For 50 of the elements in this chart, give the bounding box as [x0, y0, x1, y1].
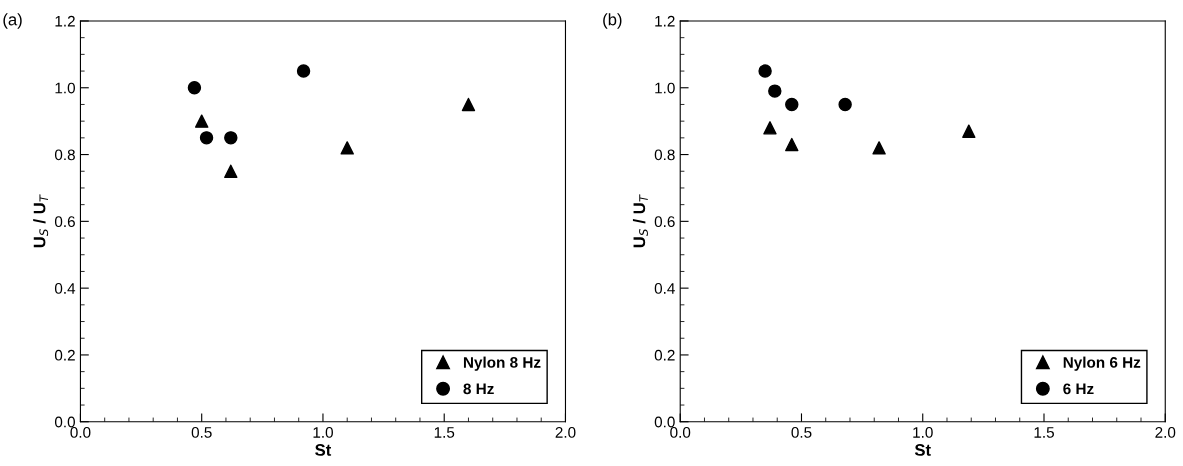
x-tick-label: 0.0	[70, 426, 91, 438]
point	[763, 121, 777, 135]
point	[224, 131, 238, 145]
y-tick-label: 0.2	[654, 349, 675, 361]
y-tick-label: 1.0	[55, 82, 75, 94]
x-tick-label: 0.0	[670, 426, 691, 438]
y-tick-label: 0.4	[654, 283, 675, 294]
point	[768, 84, 782, 98]
x-tick-label: 1.0	[313, 426, 333, 438]
y-tick-label: 0.2	[54, 349, 75, 361]
point	[785, 137, 799, 152]
y-tick-label: 0.8	[654, 149, 675, 161]
y-tick-label: 0.6	[54, 216, 75, 228]
y-tick-label: 0.8	[54, 149, 75, 161]
point	[199, 131, 214, 145]
x-tick-label: 1.5	[1034, 427, 1054, 438]
y-tick-label: 1.2	[655, 15, 675, 27]
legend-label: 8 Hz	[463, 383, 494, 395]
y-tick-label: 0.0	[654, 416, 675, 428]
point	[461, 97, 476, 112]
x-tick-label: 0.5	[191, 426, 212, 438]
point	[194, 114, 209, 128]
y-axis-title: U$_{S}$ / U$_{T}$	[632, 194, 648, 248]
point	[296, 64, 311, 78]
point	[785, 97, 799, 112]
y-tick-label: 0.0	[54, 416, 75, 428]
point	[187, 81, 202, 95]
text: (b)	[603, 13, 622, 29]
legend-label: 6 Hz	[1063, 383, 1094, 395]
y-tick-label: 1.2	[55, 15, 75, 27]
y-tick-label: 0.4	[54, 283, 76, 294]
y-tick-label: 1.0	[655, 82, 675, 94]
x-tick-label: 1.5	[434, 427, 455, 438]
x-axis-title: St	[914, 444, 931, 456]
point	[340, 141, 354, 155]
legend-label: Nylon 8 Hz	[463, 356, 541, 371]
x-tick-label: 0.5	[791, 426, 812, 438]
x-tick-label: 2.0	[555, 426, 576, 438]
legend-label: Nylon 6 Hz	[1063, 356, 1141, 371]
x-tick-label: 2.0	[1155, 426, 1176, 438]
point	[872, 141, 886, 155]
point	[838, 97, 852, 112]
x-axis-title: St	[315, 444, 332, 456]
point	[962, 124, 976, 138]
point	[758, 64, 772, 78]
y-tick-label: 0.6	[654, 216, 675, 228]
x-tick-label: 1.0	[913, 426, 933, 438]
y-axis-title: U$_{S}$ / U$_{T}$	[33, 194, 49, 248]
point	[224, 164, 238, 178]
text: (a)	[3, 13, 22, 29]
